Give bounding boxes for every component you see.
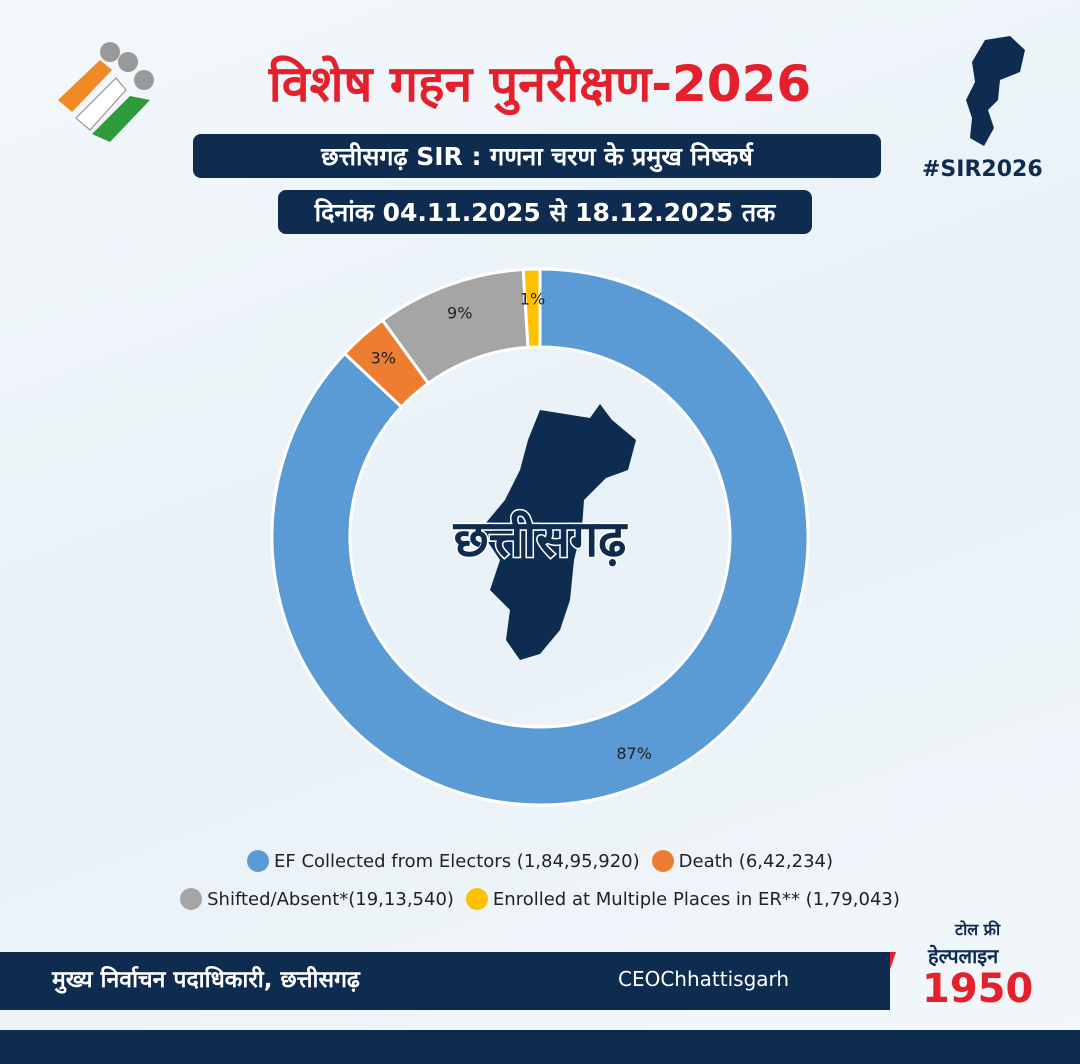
value-label: 3%: [371, 349, 396, 368]
hashtag: #SIR2026: [922, 157, 1043, 182]
legend-label: Death (6,42,234): [678, 850, 833, 872]
footer-bar: [0, 952, 890, 1010]
legend-label: Enrolled at Multiple Places in ER** (1,7…: [492, 888, 900, 910]
title: विशेष गहन पुनरीक्षण-2026: [268, 55, 812, 113]
legend-marker: [651, 850, 674, 872]
subtitle: छत्तीसगढ़ SIR : गणना चरण के प्रमुख निष्क…: [193, 134, 881, 178]
toll-free: टोल फ्री: [955, 920, 1001, 939]
handle: CEOChhattisgarh: [618, 967, 790, 991]
legend-marker: [247, 850, 269, 872]
office: मुख्य निर्वाचन पदाधिकारी, छत्तीसगढ़: [52, 967, 360, 993]
center-label: छत्तीसगढ़: [453, 510, 628, 568]
legend-item: Enrolled at Multiple Places in ER** (1,7…: [465, 888, 900, 910]
legend-marker: [465, 888, 488, 910]
dates: दिनांक 04.11.2025 से 18.12.2025 तक: [278, 190, 812, 234]
legend-row: EF Collected from Electors (1,84,95,920)…: [0, 842, 1080, 880]
helpline-number: 1950: [922, 966, 1034, 1012]
donut-segment: [521, 267, 542, 349]
value-label: 87%: [616, 744, 652, 763]
donut-segment: [270, 267, 810, 807]
value-label: 9%: [447, 304, 472, 323]
logo: [58, 42, 154, 142]
legend-item: Shifted/Absent*(19,13,540): [180, 888, 454, 910]
value-label: 1%: [520, 290, 545, 309]
helpline: हेल्पलाइन: [928, 944, 999, 968]
legend-label: EF Collected from Electors (1,84,95,920): [274, 850, 640, 872]
legend: EF Collected from Electors (1,84,95,920)…: [0, 842, 1080, 918]
legend-row: Shifted/Absent*(19,13,540) Enrolled at Mu…: [0, 880, 1080, 918]
legend-label: Shifted/Absent*(19,13,540): [207, 888, 454, 910]
map-icon: [966, 36, 1025, 146]
legend-item: Death (6,42,234): [651, 850, 833, 872]
legend-item: EF Collected from Electors (1,84,95,920): [247, 850, 640, 872]
state-map: [480, 404, 636, 660]
bottom-border: [0, 1030, 1080, 1064]
legend-marker: [180, 888, 203, 910]
